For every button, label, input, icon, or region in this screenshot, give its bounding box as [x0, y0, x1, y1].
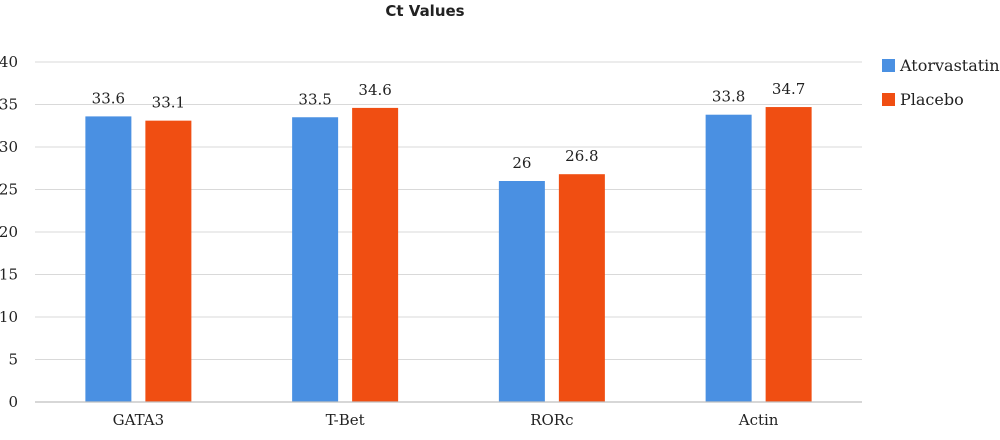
y-tick-label: 15 [0, 266, 18, 284]
legend-label-atorvastatin: Atorvastatin [899, 56, 1000, 75]
bars [85, 107, 812, 403]
bar-placebo-actin [765, 107, 812, 403]
x-category-label: Actin [738, 411, 779, 429]
x-category-label: GATA3 [113, 411, 165, 429]
y-tick-label: 30 [0, 138, 18, 156]
bar-placebo-t-bet [352, 107, 399, 403]
bar-atorvastatin-rorc [498, 181, 545, 402]
data-label: 34.6 [358, 81, 391, 99]
data-labels: 33.6 33.1 33.5 34.6 26 26.8 33.8 34.7 [92, 80, 806, 172]
data-label: 26 [512, 154, 531, 172]
y-tick-label: 35 [0, 96, 18, 114]
legend-swatch-atorvastatin [882, 59, 895, 72]
data-label: 33.6 [92, 89, 125, 107]
data-label: 33.8 [712, 88, 745, 106]
data-label: 33.1 [152, 94, 185, 112]
y-tick-label: 5 [8, 351, 18, 369]
legend-swatch-placebo [882, 93, 895, 106]
bar-atorvastatin-t-bet [292, 117, 339, 402]
bar-atorvastatin-gata3 [85, 116, 132, 403]
y-tick-label: 10 [0, 308, 18, 326]
legend-label-placebo: Placebo [900, 90, 964, 109]
x-category-label: RORc [530, 411, 573, 429]
y-tick-label: 0 [8, 393, 18, 411]
data-label: 33.5 [298, 90, 331, 108]
data-label: 26.8 [565, 147, 598, 165]
x-axis-categories: GATA3 T-Bet RORc Actin [113, 411, 779, 429]
y-tick-label: 40 [0, 53, 18, 71]
bar-placebo-gata3 [145, 120, 192, 403]
y-tick-label: 25 [0, 181, 18, 199]
y-tick-label: 20 [0, 223, 18, 241]
bar-placebo-rorc [558, 174, 605, 402]
y-axis-ticks: 0 5 10 15 20 25 30 35 40 [0, 53, 18, 411]
x-category-label: T-Bet [326, 411, 365, 429]
data-label: 34.7 [772, 80, 805, 98]
chart-title: Ct Values [385, 2, 464, 20]
legend: Atorvastatin Placebo [882, 56, 1000, 109]
bar-atorvastatin-actin [705, 114, 752, 402]
